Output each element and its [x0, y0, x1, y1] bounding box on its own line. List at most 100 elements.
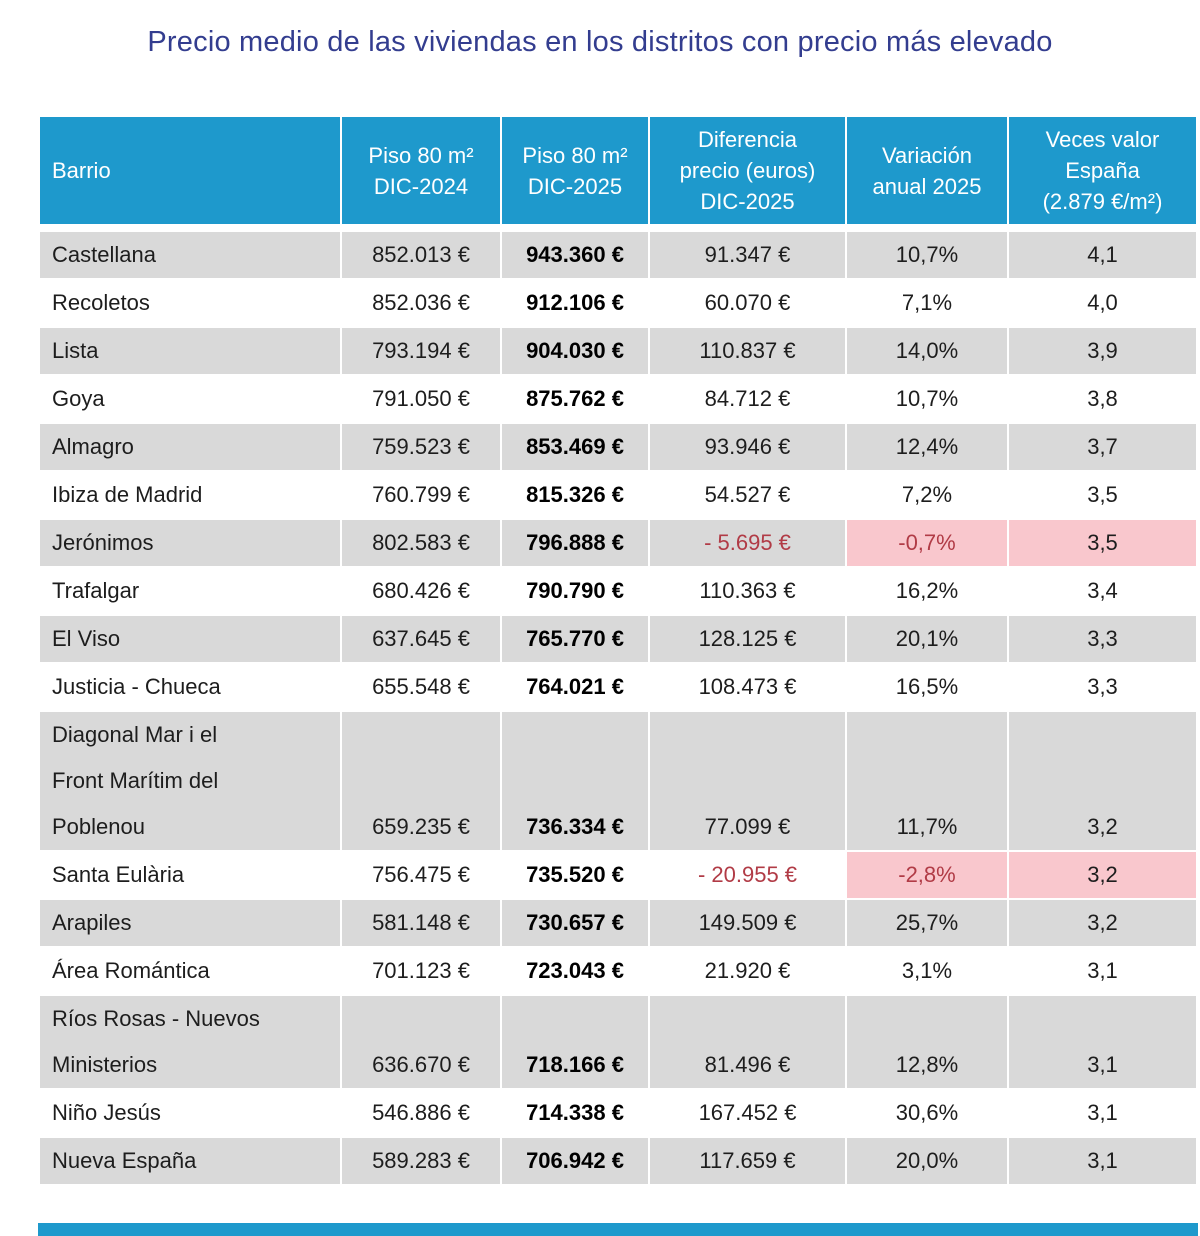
table-row: Nueva España 589.283 €706.942 €117.659 €2… — [40, 1138, 1196, 1184]
cell-barrio: Área Romántica — [40, 948, 340, 994]
cell-piso-2024: 701.123 € — [342, 948, 500, 994]
cell-variacion: 16,2% — [847, 568, 1007, 614]
cell-diferencia: 167.452 € — [650, 1090, 845, 1136]
table-row: Santa Eulària 756.475 €735.520 € - 20.955 … — [40, 852, 1196, 898]
cell-piso-2024: 759.523 € — [342, 424, 500, 470]
cell-diferencia: 128.125 € — [650, 616, 845, 662]
cell-barrio: Niño Jesús — [40, 1090, 340, 1136]
cell-piso-2025: 730.657 € — [502, 900, 648, 946]
cell-veces: 3,7 — [1009, 424, 1196, 470]
cell-piso-2024: 791.050 € — [342, 376, 500, 422]
table-header-row: Barrio Piso 80 m² DIC-2024 Piso 80 m² DIC-… — [40, 117, 1196, 230]
table-row: Jerónimos 802.583 €796.888 € - 5.695 € -0,7… — [40, 520, 1196, 566]
cell-piso-2024: 760.799 € — [342, 472, 500, 518]
cell-diferencia: 84.712 € — [650, 376, 845, 422]
table-row: Arapiles 581.148 €730.657 €149.509 €25,7%… — [40, 900, 1196, 946]
cell-piso-2025: 723.043 € — [502, 948, 648, 994]
cell-barrio: Santa Eulària — [40, 852, 340, 898]
cell-diferencia: 81.496 € — [650, 996, 845, 1088]
cell-veces: 3,1 — [1009, 1090, 1196, 1136]
price-table: Barrio Piso 80 m² DIC-2024 Piso 80 m² DIC-… — [38, 115, 1198, 1186]
cell-piso-2024: 793.194 € — [342, 328, 500, 374]
cell-diferencia: 77.099 € — [650, 712, 845, 850]
table-row: El Viso 637.645 €765.770 €128.125 €20,1% 3… — [40, 616, 1196, 662]
cell-veces: 3,3 — [1009, 664, 1196, 710]
cell-barrio: Jerónimos — [40, 520, 340, 566]
cell-variacion: 12,8% — [847, 996, 1007, 1088]
cell-piso-2024: 581.148 € — [342, 900, 500, 946]
table-row: Niño Jesús 546.886 €714.338 €167.452 €30,… — [40, 1090, 1196, 1136]
cell-barrio: El Viso — [40, 616, 340, 662]
cell-diferencia: 91.347 € — [650, 232, 845, 278]
cell-diferencia: 110.837 € — [650, 328, 845, 374]
cell-veces: 3,5 — [1009, 520, 1196, 566]
cell-piso-2025: 875.762 € — [502, 376, 648, 422]
cell-piso-2024: 637.645 € — [342, 616, 500, 662]
cell-veces: 3,9 — [1009, 328, 1196, 374]
cell-variacion: 7,2% — [847, 472, 1007, 518]
cell-piso-2024: 680.426 € — [342, 568, 500, 614]
cell-variacion: 20,1% — [847, 616, 1007, 662]
cell-veces: 3,4 — [1009, 568, 1196, 614]
table-row: Justicia - Chueca 655.548 €764.021 €108.4… — [40, 664, 1196, 710]
cell-barrio: Diagonal Mar i el Front Marítim del Pobl… — [40, 712, 340, 850]
cell-diferencia: 149.509 € — [650, 900, 845, 946]
table-row: Castellana 852.013 €943.360 €91.347 €10,7… — [40, 232, 1196, 278]
header-cell-piso-2024: Piso 80 m² DIC-2024 — [342, 117, 500, 230]
cell-piso-2024: 655.548 € — [342, 664, 500, 710]
table-row: Lista 793.194 €904.030 €110.837 €14,0% 3,9 — [40, 328, 1196, 374]
header-cell-diferencia: Diferencia precio (euros) DIC-2025 — [650, 117, 845, 230]
cell-variacion: 14,0% — [847, 328, 1007, 374]
cell-diferencia: 93.946 € — [650, 424, 845, 470]
cell-piso-2025: 790.790 € — [502, 568, 648, 614]
cell-barrio: Arapiles — [40, 900, 340, 946]
table-row: Ríos Rosas - Nuevos Ministerios 636.670 €… — [40, 996, 1196, 1088]
cell-barrio: Justicia - Chueca — [40, 664, 340, 710]
cell-veces: 4,1 — [1009, 232, 1196, 278]
cell-piso-2025: 735.520 € — [502, 852, 648, 898]
header-cell-piso-2025: Piso 80 m² DIC-2025 — [502, 117, 648, 230]
cell-variacion: 16,5% — [847, 664, 1007, 710]
cell-diferencia: 108.473 € — [650, 664, 845, 710]
cell-piso-2025: 815.326 € — [502, 472, 648, 518]
cell-barrio: Trafalgar — [40, 568, 340, 614]
cell-veces: 3,1 — [1009, 948, 1196, 994]
cell-barrio: Nueva España — [40, 1138, 340, 1184]
cell-variacion: 10,7% — [847, 376, 1007, 422]
cell-variacion: 12,4% — [847, 424, 1007, 470]
table-row: Ibiza de Madrid 760.799 €815.326 €54.527 … — [40, 472, 1196, 518]
cell-piso-2025: 764.021 € — [502, 664, 648, 710]
cell-piso-2024: 756.475 € — [342, 852, 500, 898]
cell-variacion: -2,8% — [847, 852, 1007, 898]
page-title: Precio medio de las viviendas en los dis… — [147, 26, 1053, 58]
table-row: Trafalgar 680.426 €790.790 €110.363 €16,2… — [40, 568, 1196, 614]
cell-variacion: 7,1% — [847, 280, 1007, 326]
cell-veces: 3,8 — [1009, 376, 1196, 422]
cell-veces: 3,1 — [1009, 996, 1196, 1088]
table-row: Goya 791.050 €875.762 €84.712 €10,7% 3,8 — [40, 376, 1196, 422]
cell-barrio: Goya — [40, 376, 340, 422]
cell-piso-2025: 706.942 € — [502, 1138, 648, 1184]
cell-piso-2024: 852.036 € — [342, 280, 500, 326]
cell-variacion: 3,1% — [847, 948, 1007, 994]
cell-barrio: Ríos Rosas - Nuevos Ministerios — [40, 996, 340, 1088]
cell-variacion: 25,7% — [847, 900, 1007, 946]
table-row: Recoletos 852.036 €912.106 €60.070 €7,1% 4… — [40, 280, 1196, 326]
header-cell-barrio: Barrio — [40, 117, 340, 230]
cell-diferencia: 110.363 € — [650, 568, 845, 614]
cell-variacion: 10,7% — [847, 232, 1007, 278]
cell-variacion: 20,0% — [847, 1138, 1007, 1184]
cell-barrio: Almagro — [40, 424, 340, 470]
cell-veces: 3,3 — [1009, 616, 1196, 662]
cell-veces: 4,0 — [1009, 280, 1196, 326]
cell-piso-2024: 636.670 € — [342, 996, 500, 1088]
cell-diferencia: 60.070 € — [650, 280, 845, 326]
cell-diferencia: 21.920 € — [650, 948, 845, 994]
cell-diferencia: - 20.955 € — [650, 852, 845, 898]
cell-veces: 3,2 — [1009, 852, 1196, 898]
cell-piso-2025: 714.338 € — [502, 1090, 648, 1136]
cell-piso-2025: 765.770 € — [502, 616, 648, 662]
cell-barrio: Castellana — [40, 232, 340, 278]
cell-diferencia: - 5.695 € — [650, 520, 845, 566]
cell-piso-2025: 912.106 € — [502, 280, 648, 326]
